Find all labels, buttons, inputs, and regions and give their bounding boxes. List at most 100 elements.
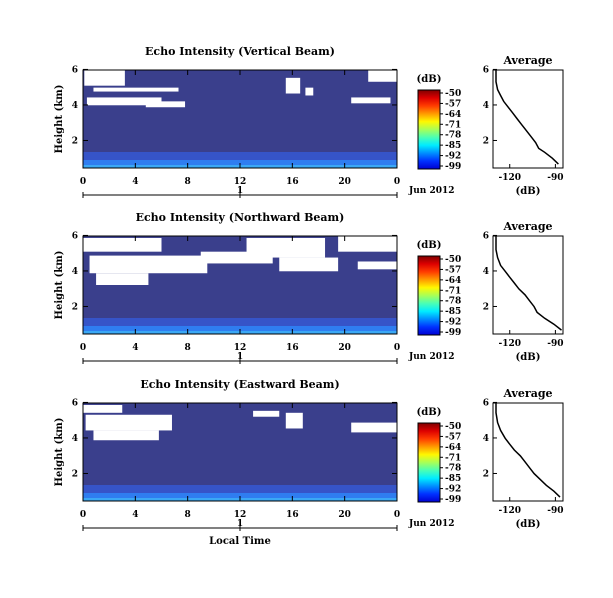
- no-data-region: [96, 273, 149, 285]
- no-data-region: [93, 87, 179, 92]
- average-profile-line: [495, 70, 559, 165]
- colorbar-tick-label: -92: [445, 152, 461, 162]
- colorbar-tick-label: -57: [445, 99, 461, 109]
- x-tick-label: 0: [80, 177, 86, 187]
- x-tick-label: 0: [394, 177, 400, 187]
- no-data-region: [84, 70, 125, 86]
- no-data-region: [338, 236, 397, 252]
- average-frame: [492, 235, 564, 335]
- colorbar-tick-label: -57: [445, 432, 461, 442]
- panel-0: Echo Intensity (Vertical Beam)0 4 8 12 16 20 0…: [54, 45, 564, 198]
- colorbar-tick-label: -50: [445, 89, 461, 99]
- panel-2: Echo Intensity (Eastward Beam)0 4 8 12 16 20 0…: [54, 378, 564, 547]
- day-label: 1: [237, 186, 243, 196]
- no-data-region: [305, 87, 314, 96]
- day-label: 1: [237, 352, 243, 362]
- average-y-tick-label: 2: [483, 469, 489, 479]
- no-data-region: [83, 404, 123, 413]
- x-tick-label: 8: [185, 177, 191, 187]
- average-y-tick-label: 6: [483, 65, 489, 75]
- colorbar-tick-label: -78: [445, 131, 461, 141]
- panel-title: Echo Intensity (Vertical Beam): [145, 45, 335, 58]
- x-axis-label: Local Time: [209, 536, 271, 547]
- x-tick-label: 12: [234, 177, 247, 187]
- colorbar-tick-label: -64: [445, 110, 461, 120]
- colorbar: [417, 422, 441, 503]
- average-profile-line: [495, 236, 562, 331]
- colorbar-tick-label: -92: [445, 485, 461, 495]
- average-x-tick-label: -90: [547, 506, 563, 516]
- no-data-region: [357, 261, 397, 270]
- panel-title: Echo Intensity (Eastward Beam): [140, 378, 339, 391]
- x-tick-label: 4: [132, 510, 138, 520]
- average-frame: [492, 402, 564, 502]
- average-frame: [492, 69, 564, 169]
- colorbar-tick-label: -71: [445, 453, 461, 463]
- colorbar-tick-label: -85: [445, 474, 461, 484]
- y-tick-label: 2: [72, 469, 78, 479]
- colorbar-tick-label: -99: [445, 328, 461, 338]
- colorbar: [417, 89, 441, 170]
- average-y-tick-label: 6: [483, 398, 489, 408]
- date-label: Jun 2012: [408, 352, 455, 362]
- x-tick-label: 12: [234, 343, 247, 353]
- colorbar-tick-label: -71: [445, 286, 461, 296]
- y-tick-label: 2: [72, 302, 78, 312]
- average-y-tick-label: 2: [483, 302, 489, 312]
- average-y-tick-label: 4: [483, 434, 489, 444]
- no-data-region: [285, 412, 303, 429]
- heatmap-background: [83, 70, 397, 168]
- no-data-region: [285, 77, 301, 94]
- colorbar-tick-label: -64: [445, 443, 461, 453]
- x-tick-label: 4: [132, 177, 138, 187]
- colorbar-tick-label: -85: [445, 307, 461, 317]
- date-label: Jun 2012: [408, 186, 455, 196]
- colorbar-tick-label: -64: [445, 276, 461, 286]
- colorbar-unit: (dB): [417, 240, 442, 251]
- colorbar: [417, 255, 441, 336]
- colorbar-tick-label: -71: [445, 120, 461, 130]
- colorbar-tick-label: -78: [445, 464, 461, 474]
- no-data-region: [83, 237, 162, 252]
- x-tick-label: 0: [394, 343, 400, 353]
- average-y-tick-label: 2: [483, 136, 489, 146]
- no-data-region: [200, 251, 273, 264]
- x-tick-label: 20: [338, 510, 351, 520]
- average-title: Average: [502, 220, 552, 233]
- colorbar-unit: (dB): [417, 74, 442, 85]
- no-data-region: [145, 101, 186, 108]
- no-data-region: [246, 237, 326, 258]
- x-tick-label: 8: [185, 510, 191, 520]
- no-data-region: [85, 414, 172, 431]
- average-x-tick-label: -90: [547, 173, 563, 183]
- colorbar-tick-label: -78: [445, 297, 461, 307]
- x-tick-label: 0: [80, 343, 86, 353]
- average-x-label: (dB): [516, 186, 541, 197]
- average-x-tick-label: -120: [498, 339, 521, 349]
- y-tick-label: 4: [72, 101, 78, 111]
- average-y-tick-label: 4: [483, 101, 489, 111]
- no-data-region: [89, 255, 208, 274]
- x-tick-label: 12: [234, 510, 247, 520]
- no-data-region: [279, 257, 339, 272]
- average-x-label: (dB): [516, 352, 541, 363]
- colorbar-tick-label: -50: [445, 255, 461, 265]
- no-data-region: [368, 70, 397, 82]
- x-tick-label: 16: [286, 177, 299, 187]
- x-tick-label: 16: [286, 510, 299, 520]
- average-x-tick-label: -90: [547, 339, 563, 349]
- y-tick-label: 6: [72, 65, 78, 75]
- panel-1: Echo Intensity (Northward Beam)0 4 8 12 16 20…: [54, 211, 564, 364]
- average-y-tick-label: 4: [483, 267, 489, 277]
- y-tick-label: 2: [72, 136, 78, 146]
- colorbar-tick-label: -99: [445, 162, 461, 172]
- no-data-region: [253, 410, 280, 417]
- panel-title: Echo Intensity (Northward Beam): [136, 211, 345, 224]
- y-tick-label: 4: [72, 267, 78, 277]
- colorbar-unit: (dB): [417, 407, 442, 418]
- x-tick-label: 16: [286, 343, 299, 353]
- average-x-tick-label: -120: [498, 173, 521, 183]
- average-x-tick-label: -120: [498, 506, 521, 516]
